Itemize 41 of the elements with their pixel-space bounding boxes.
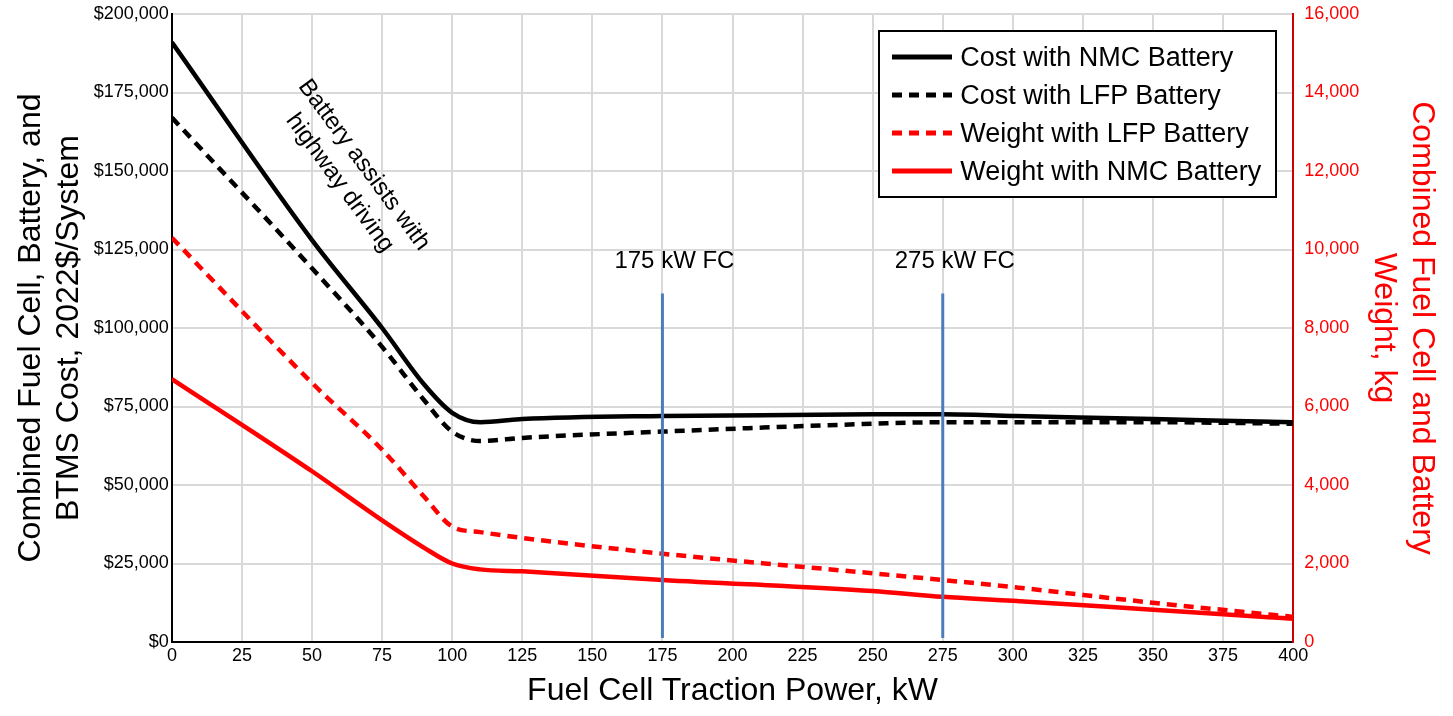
x-tick-label: 75 — [372, 644, 393, 665]
y-tick-label: $0 — [148, 630, 169, 651]
y2-tick-label: 8,000 — [1304, 316, 1350, 337]
y2-tick-label: 10,000 — [1304, 238, 1360, 259]
y-tick-label: $175,000 — [93, 81, 169, 102]
x-tick-label: 375 — [1208, 644, 1239, 665]
y2-tick-label: 2,000 — [1304, 552, 1350, 573]
legend-label: Weight with LFP Battery — [960, 117, 1249, 149]
legend-label: Cost with LFP Battery — [960, 79, 1221, 111]
y-axis-title: Combined Fuel Cell, Battery, and BTMS Cost, 2022$/System — [11, 93, 86, 563]
x-tick-label: 200 — [717, 644, 748, 665]
y-tick-label: $75,000 — [103, 395, 169, 416]
y2-axis-title: Combined Fuel Cell and Battery Weight, kg — [1367, 101, 1442, 555]
x-tick-label: 350 — [1137, 644, 1169, 665]
x-tick-label: 150 — [577, 644, 608, 665]
y2-tick-label: 12,000 — [1304, 159, 1360, 180]
legend-label: Weight with NMC Battery — [960, 155, 1262, 187]
x-tick-label: 300 — [997, 644, 1028, 665]
y2-tick-label: 4,000 — [1304, 473, 1350, 494]
x-tick-label: 225 — [787, 644, 818, 665]
x-tick-label: 250 — [857, 644, 888, 665]
y2-tick-label: 14,000 — [1304, 81, 1360, 102]
x-tick-label: 125 — [507, 644, 538, 665]
y-tick-label: $125,000 — [93, 238, 169, 259]
x-tick-label: 325 — [1067, 644, 1098, 665]
x-tick-label: 175 — [647, 644, 678, 665]
y-tick-label: $150,000 — [93, 159, 169, 180]
x-axis-title: Fuel Cell Traction Power, kW — [527, 670, 939, 707]
x-tick-label: 50 — [302, 644, 323, 665]
x-tick-label: 275 — [927, 644, 958, 665]
y-tick-label: $100,000 — [93, 316, 169, 337]
legend-label: Cost with NMC Battery — [960, 41, 1234, 73]
ref-line-label: 175 kW FC — [614, 246, 735, 274]
y-tick-label: $200,000 — [93, 2, 169, 23]
ref-line-label: 275 kW FC — [894, 246, 1015, 274]
y2-tick-label: 16,000 — [1304, 2, 1360, 23]
x-tick-label: 100 — [437, 644, 468, 665]
y2-tick-label: 6,000 — [1304, 395, 1350, 416]
x-tick-label: 25 — [231, 644, 252, 665]
y-tick-label: $50,000 — [103, 473, 169, 494]
y-tick-label: $25,000 — [103, 552, 169, 573]
